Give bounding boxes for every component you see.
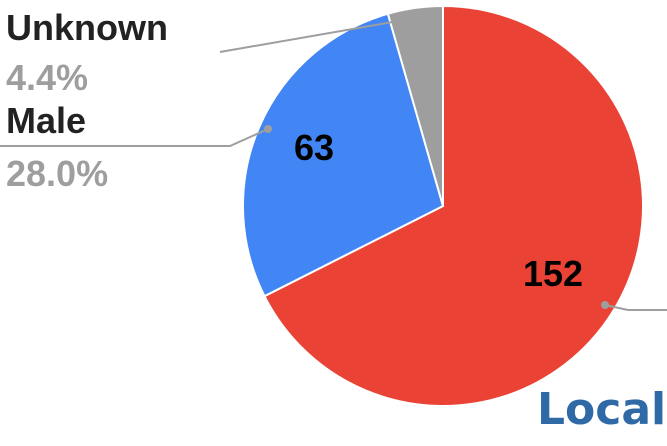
legend-percent-male: 28.0% xyxy=(6,153,108,194)
legend-percent-unknown: 4.4% xyxy=(6,57,88,98)
callout-male: Male 28.0% xyxy=(0,100,272,194)
leader-dot-red xyxy=(601,301,609,309)
slice-value-label-male: 63 xyxy=(294,127,334,168)
pie-slice-unknown xyxy=(386,4,444,207)
leader-line-male xyxy=(0,128,269,147)
leader-dot-unknown xyxy=(406,15,414,23)
callout-red xyxy=(601,301,667,311)
slice-value-label-red: 152 xyxy=(523,253,583,294)
leader-dot-male xyxy=(264,125,272,133)
legend-label-male: Male xyxy=(6,100,86,141)
leader-line-red xyxy=(604,304,667,311)
pie-slice-red xyxy=(263,4,644,407)
pie-slices xyxy=(242,4,644,407)
caption-text: Local xyxy=(537,384,667,435)
legend-label-unknown: Unknown xyxy=(6,7,168,48)
callout-unknown: Unknown 4.4% xyxy=(6,7,414,98)
leader-line-unknown xyxy=(219,18,411,53)
